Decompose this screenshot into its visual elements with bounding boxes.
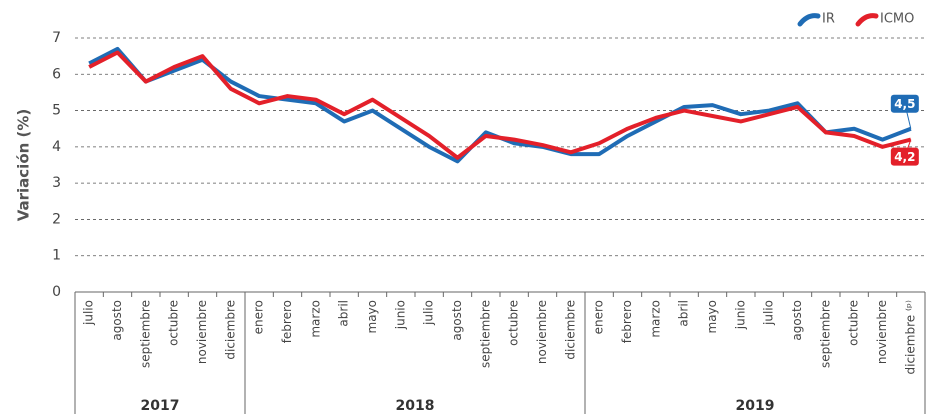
label-box: [890, 94, 919, 113]
x-tick-label: septiembre: [138, 300, 152, 368]
x-tick-label: junio: [733, 300, 747, 330]
x-tick-label: diciembre: [223, 300, 237, 360]
legend-label: IR: [822, 12, 835, 27]
data-label: 4,2: [894, 150, 915, 164]
y-tick-label: 2: [52, 211, 61, 227]
x-tick-label: junio: [393, 300, 407, 330]
group-label: 2019: [736, 398, 775, 414]
x-tick-label: noviembre: [535, 300, 549, 364]
x-tick-label: noviembre: [195, 300, 209, 364]
series-line: [88, 50, 912, 160]
x-tick-label: mayo: [365, 300, 379, 334]
data-label: 4,5: [894, 97, 915, 111]
x-tick-label: agosto: [110, 300, 124, 341]
x-tick-label: abril: [337, 300, 351, 327]
x-tick-label: diciembre ⁽ᵖ⁾: [903, 300, 917, 375]
y-tick-label: 3: [52, 175, 61, 191]
group-label: 2017: [141, 398, 180, 414]
x-tick-label: diciembre: [563, 300, 577, 360]
y-tick-label: 0: [52, 284, 61, 300]
legend-label: ICMO: [880, 12, 914, 27]
y-tick-label: 6: [52, 66, 61, 82]
y-tick-label: 5: [52, 103, 61, 119]
x-tick-label: abril: [677, 300, 691, 327]
y-axis-title: Variación (%): [15, 109, 33, 222]
group-label: 2018: [396, 398, 435, 414]
y-tick-label: 4: [52, 139, 61, 155]
x-tick-label: julio: [82, 300, 96, 326]
x-tick-label: marzo: [648, 300, 662, 338]
x-tick-label: octubre: [507, 300, 521, 346]
x-tick-label: agosto: [790, 300, 804, 341]
x-tick-label: febrero: [620, 300, 634, 343]
y-tick-label: 1: [52, 248, 61, 264]
legend-swatch: [797, 13, 821, 27]
x-tick-label: enero: [592, 300, 606, 334]
x-tick-label: marzo: [308, 300, 322, 338]
y-tick-label: 7: [52, 30, 61, 46]
x-tick-label: julio: [762, 300, 776, 326]
x-tick-label: septiembre: [818, 300, 832, 368]
x-tick-label: febrero: [280, 300, 294, 343]
x-tick-label: julio: [422, 300, 436, 326]
label-box: [890, 147, 919, 166]
x-tick-label: noviembre: [875, 300, 889, 364]
x-tick-label: octubre: [167, 300, 181, 346]
x-tick-label: enero: [252, 300, 266, 334]
legend-swatch: [855, 13, 879, 27]
x-tick-label: mayo: [705, 300, 719, 334]
x-tick-label: agosto: [450, 300, 464, 341]
x-tick-label: septiembre: [478, 300, 492, 368]
x-tick-label: octubre: [847, 300, 861, 346]
